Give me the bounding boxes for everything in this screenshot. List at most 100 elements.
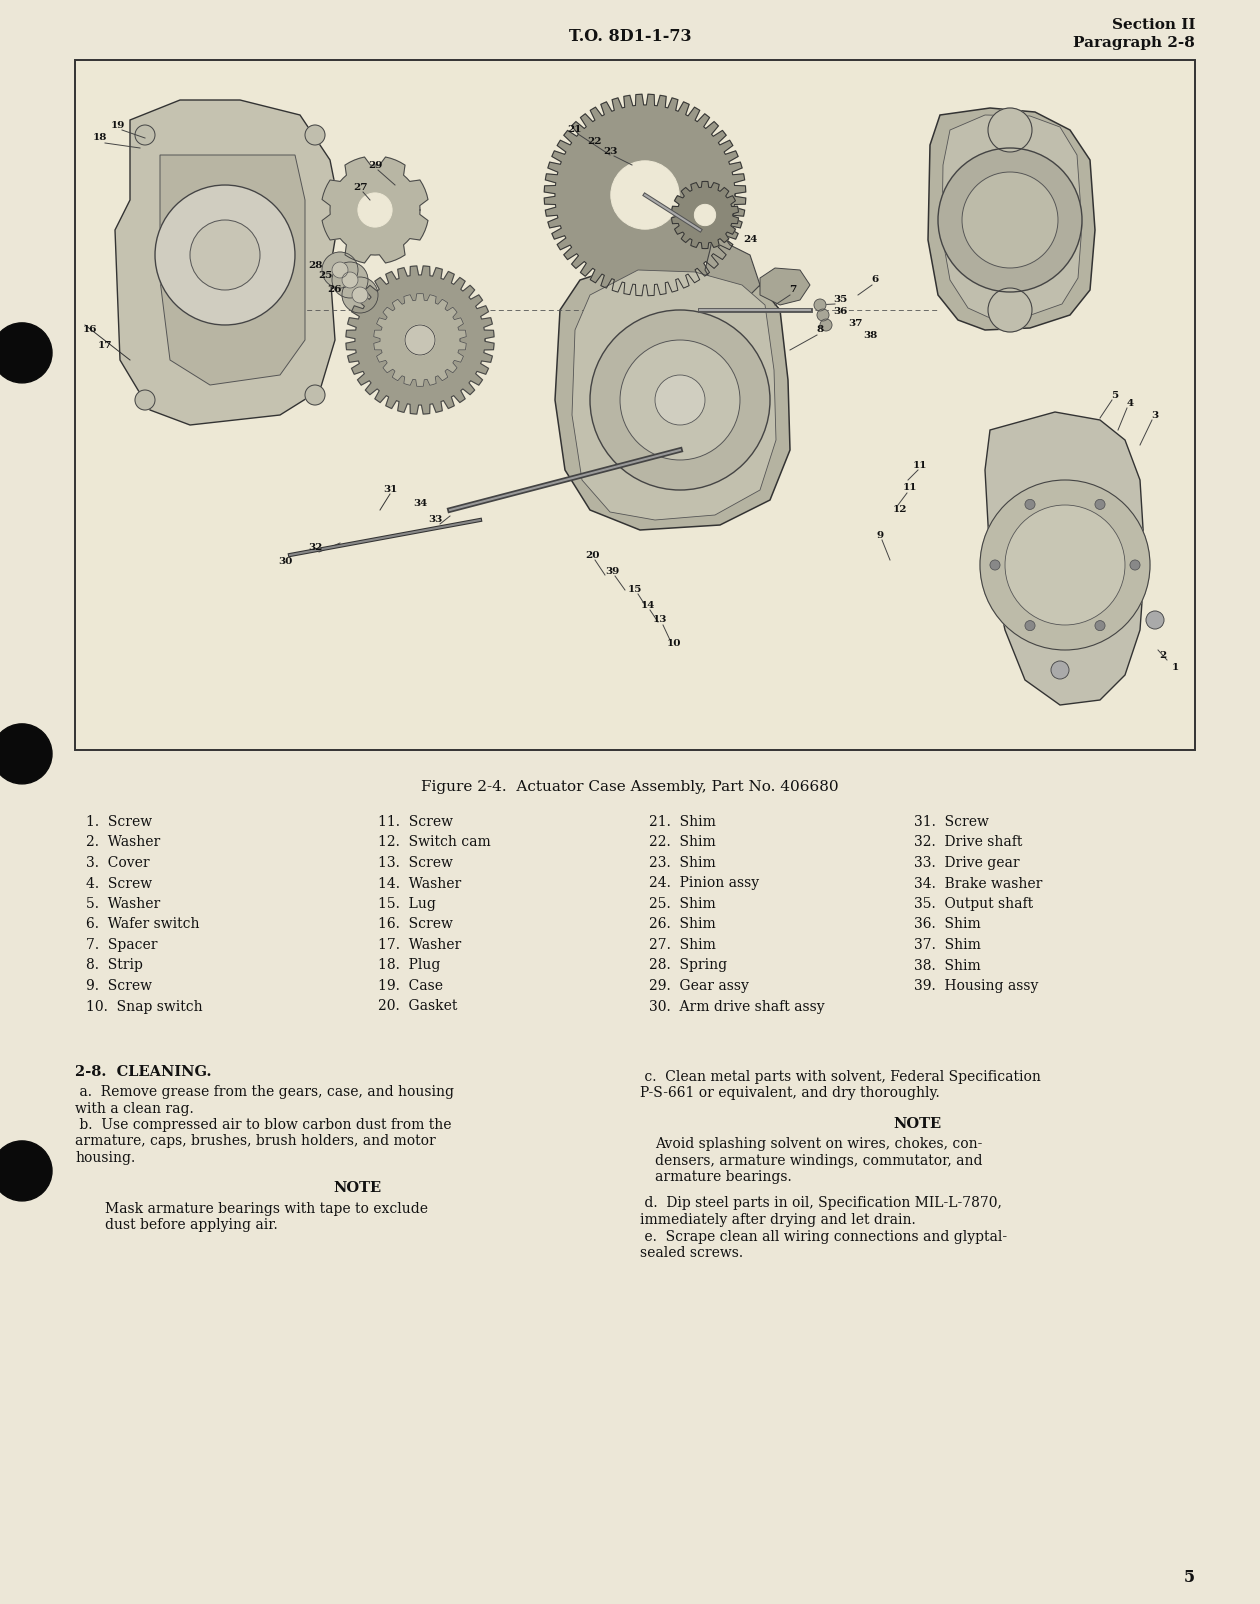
Text: 1.  Screw: 1. Screw — [86, 815, 151, 829]
Text: 16.  Screw: 16. Screw — [378, 917, 452, 932]
Circle shape — [620, 340, 740, 460]
Text: 9: 9 — [877, 531, 883, 539]
Circle shape — [590, 310, 770, 489]
Text: 31: 31 — [383, 486, 397, 494]
Text: c.  Clean metal parts with solvent, Federal Specification: c. Clean metal parts with solvent, Feder… — [640, 1070, 1041, 1084]
Circle shape — [190, 220, 260, 290]
Polygon shape — [554, 261, 790, 529]
Text: 3.  Cover: 3. Cover — [86, 857, 149, 869]
Text: 25.  Shim: 25. Shim — [649, 897, 716, 911]
Text: dust before applying air.: dust before applying air. — [105, 1217, 277, 1232]
Text: 11: 11 — [912, 460, 927, 470]
Circle shape — [1024, 621, 1034, 630]
Circle shape — [694, 204, 716, 226]
Text: 16: 16 — [83, 326, 97, 335]
Text: 14: 14 — [641, 600, 655, 610]
Circle shape — [352, 287, 368, 303]
Text: 28: 28 — [307, 260, 323, 269]
Text: 22: 22 — [587, 138, 601, 146]
Text: 38: 38 — [863, 332, 877, 340]
Text: Avoid splashing solvent on wires, chokes, con-: Avoid splashing solvent on wires, chokes… — [655, 1137, 983, 1152]
Polygon shape — [346, 266, 494, 414]
Text: 18.  Plug: 18. Plug — [378, 959, 441, 972]
Text: a.  Remove grease from the gears, case, and housing: a. Remove grease from the gears, case, a… — [76, 1084, 454, 1099]
Text: 36: 36 — [833, 308, 847, 316]
Text: d.  Dip steel parts in oil, Specification MIL-L-7870,: d. Dip steel parts in oil, Specification… — [640, 1197, 1002, 1211]
Circle shape — [1130, 560, 1140, 569]
Text: 18: 18 — [93, 133, 107, 143]
Circle shape — [814, 298, 827, 311]
Circle shape — [1051, 661, 1068, 678]
Circle shape — [135, 390, 155, 411]
Circle shape — [396, 316, 445, 364]
Text: 34: 34 — [413, 499, 427, 507]
Text: 31.  Screw: 31. Screw — [914, 815, 988, 829]
Circle shape — [331, 261, 348, 277]
Text: densers, armature windings, commutator, and: densers, armature windings, commutator, … — [655, 1153, 983, 1168]
Polygon shape — [544, 95, 746, 295]
Text: 23: 23 — [602, 148, 617, 157]
Text: 22.  Shim: 22. Shim — [649, 836, 716, 850]
Text: 23.  Shim: 23. Shim — [649, 857, 716, 869]
Circle shape — [820, 319, 832, 330]
Text: 29.  Gear assy: 29. Gear assy — [649, 978, 748, 993]
Text: 7: 7 — [789, 286, 796, 295]
Circle shape — [404, 324, 435, 354]
Text: 3: 3 — [1152, 411, 1158, 420]
Text: 2-8.  CLEANING.: 2-8. CLEANING. — [76, 1065, 212, 1079]
Text: 24: 24 — [743, 236, 757, 244]
Circle shape — [0, 322, 52, 383]
Text: Paragraph 2-8: Paragraph 2-8 — [1074, 35, 1194, 50]
Text: 20: 20 — [585, 550, 600, 560]
Text: 13: 13 — [653, 616, 668, 624]
Text: Mask armature bearings with tape to exclude: Mask armature bearings with tape to excl… — [105, 1201, 428, 1216]
Text: 10.  Snap switch: 10. Snap switch — [86, 999, 203, 1014]
Circle shape — [961, 172, 1058, 268]
Polygon shape — [942, 115, 1082, 318]
Text: 8.  Strip: 8. Strip — [86, 959, 142, 972]
Text: 27.  Shim: 27. Shim — [649, 938, 716, 953]
Text: 7.  Spacer: 7. Spacer — [86, 938, 158, 953]
Text: 5: 5 — [1111, 390, 1119, 399]
Polygon shape — [929, 107, 1095, 330]
Text: 35.  Output shaft: 35. Output shaft — [914, 897, 1033, 911]
Text: Figure 2-4.  Actuator Case Assembly, Part No. 406680: Figure 2-4. Actuator Case Assembly, Part… — [421, 780, 839, 794]
Circle shape — [655, 375, 706, 425]
Polygon shape — [572, 269, 776, 520]
Text: 2.  Washer: 2. Washer — [86, 836, 160, 850]
Text: 34.  Brake washer: 34. Brake washer — [914, 876, 1042, 890]
Circle shape — [305, 385, 325, 404]
Text: e.  Scrape clean all wiring connections and glyptal-: e. Scrape clean all wiring connections a… — [640, 1230, 1007, 1243]
Circle shape — [135, 125, 155, 144]
Text: 30.  Arm drive shaft assy: 30. Arm drive shaft assy — [649, 999, 824, 1014]
Polygon shape — [374, 294, 466, 387]
Text: immediately after drying and let drain.: immediately after drying and let drain. — [640, 1213, 916, 1227]
Polygon shape — [985, 412, 1145, 706]
Text: 14.  Washer: 14. Washer — [378, 876, 461, 890]
Text: armature bearings.: armature bearings. — [655, 1169, 791, 1184]
Text: 21: 21 — [568, 125, 582, 135]
Text: 6: 6 — [872, 276, 878, 284]
Text: P-S-661 or equivalent, and dry thoroughly.: P-S-661 or equivalent, and dry thoroughl… — [640, 1086, 940, 1100]
Text: 5.  Washer: 5. Washer — [86, 897, 160, 911]
Text: 15.  Lug: 15. Lug — [378, 897, 436, 911]
Text: NOTE: NOTE — [893, 1116, 941, 1131]
Text: 39.  Housing assy: 39. Housing assy — [914, 978, 1038, 993]
Circle shape — [0, 1140, 52, 1201]
Text: 35: 35 — [833, 295, 847, 305]
Text: sealed screws.: sealed screws. — [640, 1246, 743, 1261]
Text: 13.  Screw: 13. Screw — [378, 857, 452, 869]
Text: 12.  Switch cam: 12. Switch cam — [378, 836, 490, 850]
Text: with a clean rag.: with a clean rag. — [76, 1102, 194, 1115]
Text: 32.  Drive shaft: 32. Drive shaft — [914, 836, 1022, 850]
Text: 37: 37 — [848, 319, 862, 329]
Text: 17.  Washer: 17. Washer — [378, 938, 461, 953]
Circle shape — [988, 107, 1032, 152]
Text: 36.  Shim: 36. Shim — [914, 917, 980, 932]
Polygon shape — [760, 268, 810, 305]
Text: 6.  Wafer switch: 6. Wafer switch — [86, 917, 199, 932]
Text: 33.  Drive gear: 33. Drive gear — [914, 857, 1019, 869]
Text: 17: 17 — [98, 340, 112, 350]
Circle shape — [331, 261, 368, 298]
Text: 21.  Shim: 21. Shim — [649, 815, 716, 829]
